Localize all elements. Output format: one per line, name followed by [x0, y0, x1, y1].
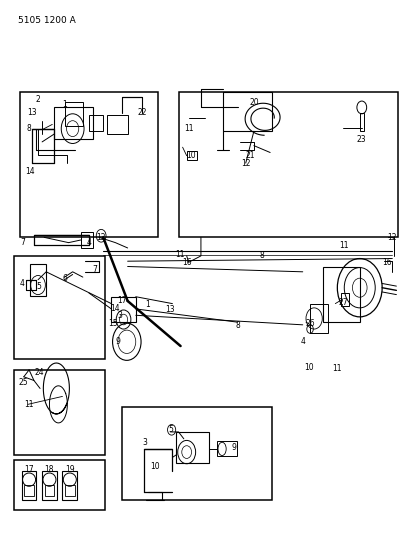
Text: 14: 14	[25, 166, 35, 175]
Bar	[42, 471, 56, 500]
Text: 24: 24	[34, 368, 44, 377]
Text: 4: 4	[19, 279, 24, 288]
Text: 5: 5	[168, 425, 173, 434]
Text: 1: 1	[62, 100, 67, 109]
Text: 19: 19	[65, 465, 74, 473]
Bar	[107, 115, 127, 134]
Text: 16: 16	[382, 258, 391, 266]
Bar	[121, 407, 272, 500]
Text: 15: 15	[108, 319, 118, 328]
Text: 8: 8	[235, 321, 239, 330]
Bar	[22, 471, 36, 500]
Text: 13: 13	[165, 305, 175, 314]
Bar	[176, 432, 209, 463]
Bar	[111, 297, 135, 322]
Bar	[217, 441, 236, 456]
Text: 4: 4	[86, 238, 91, 247]
Bar	[186, 151, 196, 160]
Text: 7: 7	[92, 265, 97, 273]
Text: 16: 16	[182, 258, 191, 266]
Text: 11: 11	[184, 124, 193, 133]
Bar	[13, 460, 105, 511]
Text: 22: 22	[137, 108, 146, 117]
Text: 21: 21	[245, 151, 254, 160]
Text: 1: 1	[145, 300, 150, 309]
Text: 10: 10	[303, 363, 313, 372]
Text: 23: 23	[356, 135, 366, 144]
Text: 26: 26	[305, 319, 314, 328]
Text: 10: 10	[185, 151, 195, 160]
Bar	[24, 485, 34, 496]
Text: 8: 8	[27, 124, 31, 133]
Text: 9: 9	[115, 337, 120, 346]
Bar	[322, 266, 359, 322]
Bar	[65, 485, 74, 496]
Bar	[178, 92, 398, 237]
Bar	[62, 471, 77, 500]
Bar	[341, 293, 348, 306]
Text: 7: 7	[20, 238, 25, 247]
Text: 14: 14	[110, 304, 119, 313]
Text: 25: 25	[19, 377, 29, 386]
Text: 3: 3	[117, 311, 121, 320]
Bar	[309, 304, 328, 333]
Bar	[359, 113, 363, 131]
Bar	[223, 92, 272, 131]
Text: 17: 17	[24, 465, 34, 473]
Bar	[54, 108, 93, 139]
Text: 4: 4	[299, 337, 304, 346]
Bar	[45, 485, 54, 496]
Bar	[13, 256, 105, 359]
Text: 11: 11	[24, 400, 34, 409]
Text: 5: 5	[36, 282, 41, 291]
Text: 11: 11	[338, 241, 347, 250]
Text: 2: 2	[36, 95, 40, 104]
Text: 13: 13	[27, 108, 37, 117]
Text: 9: 9	[231, 443, 236, 453]
Bar	[64, 102, 83, 126]
Text: 10: 10	[150, 463, 160, 471]
Text: 6: 6	[62, 273, 67, 282]
Text: 3: 3	[142, 438, 147, 447]
Text: 12: 12	[96, 233, 106, 242]
Text: 5105 1200 A: 5105 1200 A	[18, 16, 75, 25]
Text: 12: 12	[387, 233, 396, 242]
Text: 18: 18	[45, 465, 54, 473]
Bar	[81, 232, 93, 248]
Bar	[89, 115, 103, 131]
Text: 17: 17	[117, 296, 126, 305]
Text: 20: 20	[248, 98, 258, 107]
Text: 27: 27	[338, 298, 347, 307]
Text: 12: 12	[240, 159, 250, 167]
Bar	[30, 264, 46, 296]
Text: 11: 11	[175, 251, 184, 260]
Text: 8: 8	[259, 252, 264, 261]
Bar	[20, 92, 158, 237]
Text: 11: 11	[332, 364, 341, 373]
Bar	[13, 370, 105, 455]
